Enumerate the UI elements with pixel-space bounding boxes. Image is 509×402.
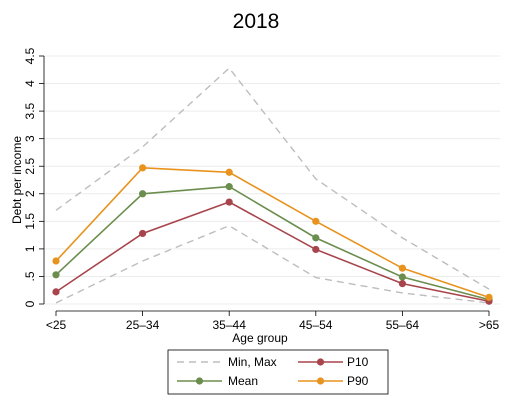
data-point-mean: [225, 183, 233, 191]
y-tick-label: 3: [23, 135, 37, 142]
legend-label-p90: P90: [347, 374, 369, 388]
series-lines: [52, 67, 493, 305]
y-axis-label: Debt per income: [10, 136, 24, 224]
data-point-p90: [52, 257, 60, 265]
legend-marker-p10: [316, 358, 325, 366]
legend: Min, Max P10 Mean P90: [167, 349, 389, 395]
series-line-max: [55, 67, 490, 290]
chart-title: 2018: [233, 10, 280, 33]
legend-label-max: Min, Max: [228, 355, 277, 369]
data-point-mean: [398, 273, 406, 281]
data-point-p90: [139, 164, 147, 172]
data-point-p10: [52, 288, 60, 296]
gridlines: [44, 55, 500, 305]
data-point-mean: [52, 271, 60, 279]
data-point-p90: [225, 168, 233, 176]
y-tick-label: 2: [23, 190, 37, 197]
data-point-p90: [485, 293, 493, 301]
data-point-p10: [398, 280, 406, 288]
x-tick-label: 45–54: [299, 318, 333, 332]
x-tick-label: <25: [46, 318, 67, 332]
legend-marker-mean: [195, 377, 204, 385]
series-line-p90: [55, 167, 490, 299]
x-axis-label: Age group: [232, 331, 288, 345]
data-point-p90: [312, 217, 320, 225]
legend-label-mean: Mean: [228, 374, 258, 388]
x-tick-label: 25–34: [126, 318, 160, 332]
series-line-min: [55, 224, 490, 304]
series-line-p10: [55, 201, 490, 303]
y-tick-label: 1.5: [23, 213, 37, 230]
y-tick-label: 2.5: [23, 158, 37, 175]
y-tick-label: 0: [23, 300, 37, 307]
data-point-mean: [139, 190, 147, 198]
series-line-mean: [55, 185, 490, 301]
axes: 0 .5 1 1.5 2 2.5 3 3.5 4 4.5 <25 25–34 35–44 45–54 55–…: [23, 47, 500, 332]
y-tick-label: 4: [23, 80, 37, 87]
x-tick-label: 55–64: [386, 318, 420, 332]
data-point-p10: [312, 245, 320, 254]
y-tick-label: .5: [23, 271, 37, 281]
data-point-mean: [312, 234, 320, 242]
legend-marker-p90: [316, 377, 325, 385]
data-point-p10: [225, 198, 233, 206]
y-tick-label: 4.5: [23, 47, 37, 64]
data-point-p10: [139, 229, 147, 238]
legend-box: [167, 349, 389, 395]
legend-label-p10: P10: [347, 355, 369, 369]
data-point-p90: [398, 264, 406, 272]
y-tick-label: 3.5: [23, 102, 37, 119]
x-tick-label: 35–44: [213, 318, 247, 332]
x-tick-label: >65: [479, 318, 500, 332]
y-tick-label: 1: [23, 245, 37, 252]
